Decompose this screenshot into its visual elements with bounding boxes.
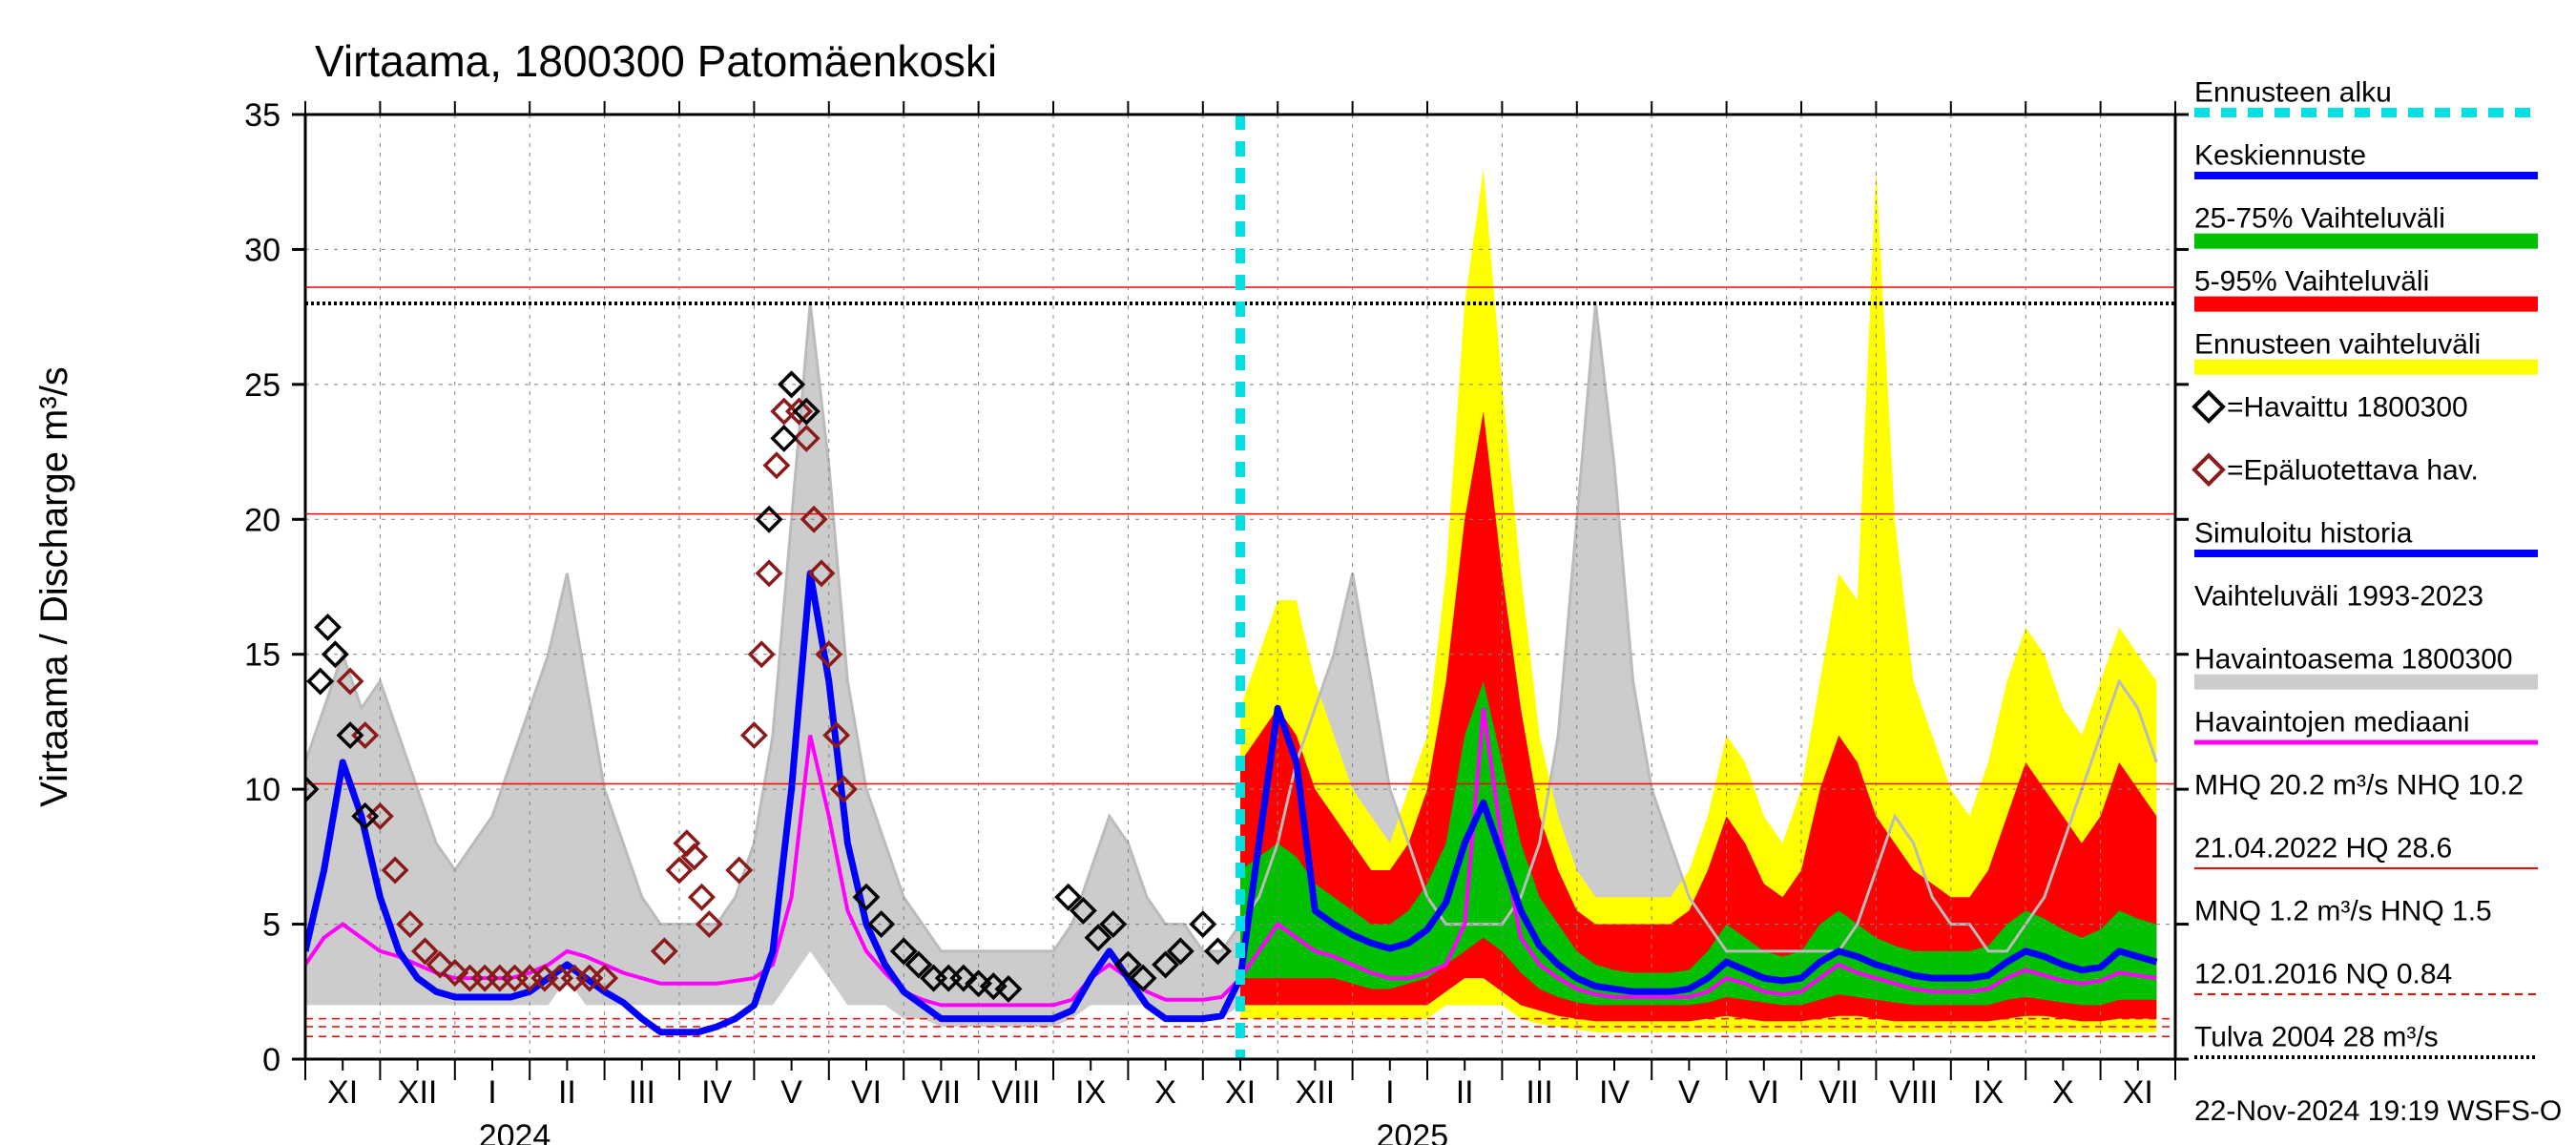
y-tick-label: 20: [244, 502, 280, 538]
x-month-label: I: [1385, 1074, 1394, 1111]
x-month-label: IV: [1599, 1074, 1630, 1111]
y-tick-label: 5: [262, 907, 280, 944]
legend-label: Keskiennuste: [2194, 139, 2366, 171]
legend-label: Ennusteen vaihteluväli: [2194, 328, 2481, 360]
legend-label: 12.01.2016 NQ 0.84: [2194, 958, 2452, 989]
legend-label: Havaintojen mediaani: [2194, 706, 2470, 738]
legend-swatch: [2194, 675, 2538, 690]
x-month-label: X: [1154, 1074, 1176, 1111]
x-month-label: VI: [851, 1074, 882, 1111]
x-month-label: IX: [1075, 1074, 1106, 1111]
y-tick-label: 25: [244, 367, 280, 404]
x-month-label: IX: [1973, 1074, 2004, 1111]
x-month-label: I: [488, 1074, 496, 1111]
chart-svg: 05101520253035XIXIIIIIIIIIVVVIVIIVIIIIXX…: [0, 0, 2576, 1145]
chart-container: 05101520253035XIXIIIIIIIIIVVVIVIIVIIIIXX…: [0, 0, 2576, 1145]
x-month-label: VIII: [991, 1074, 1040, 1111]
legend-swatch: [2194, 234, 2538, 249]
legend-label: 21.04.2022 HQ 28.6: [2194, 832, 2452, 864]
legend-label: Havaintoasema 1800300: [2194, 643, 2513, 675]
y-tick-label: 15: [244, 637, 280, 674]
x-month-label: XII: [1296, 1074, 1336, 1111]
x-month-label: III: [1526, 1074, 1552, 1111]
x-month-label: V: [780, 1074, 802, 1111]
y-tick-label: 0: [262, 1042, 280, 1078]
legend-label: =Havaittu 1800300: [2227, 391, 2468, 423]
x-month-label: XI: [2123, 1074, 2153, 1111]
x-year-label: 2025: [1376, 1118, 1448, 1145]
legend-label: 25-75% Vaihteluväli: [2194, 202, 2445, 234]
y-tick-label: 35: [244, 97, 280, 134]
x-month-label: VII: [1818, 1074, 1859, 1111]
legend-label: Vaihteluväli 1993-2023: [2194, 580, 2483, 612]
x-month-label: VIII: [1889, 1074, 1938, 1111]
x-month-label: XII: [398, 1074, 438, 1111]
x-month-label: II: [558, 1074, 576, 1111]
x-month-label: V: [1678, 1074, 1700, 1111]
x-month-label: X: [2052, 1074, 2074, 1111]
x-month-label: XI: [327, 1074, 358, 1111]
x-month-label: VII: [922, 1074, 962, 1111]
x-month-label: III: [629, 1074, 655, 1111]
footer-text: 22-Nov-2024 19:19 WSFS-O: [2194, 1095, 2562, 1127]
legend-label: MHQ 20.2 m³/s NHQ 10.2: [2194, 769, 2524, 801]
legend-label: Ennusteen alku: [2194, 76, 2392, 108]
legend-swatch: [2194, 297, 2538, 312]
x-year-label: 2024: [479, 1118, 551, 1145]
legend-label: Simuloitu historia: [2194, 517, 2413, 549]
chart-title: Virtaama, 1800300 Patomäenkoski: [315, 36, 997, 86]
x-month-label: VI: [1749, 1074, 1779, 1111]
legend-label: 5-95% Vaihteluväli: [2194, 265, 2429, 297]
y-tick-label: 30: [244, 232, 280, 268]
legend-label: =Epäluotettava hav.: [2227, 454, 2479, 486]
legend-swatch: [2194, 360, 2538, 375]
x-month-label: XI: [1225, 1074, 1256, 1111]
legend-label: MNQ 1.2 m³/s HNQ 1.5: [2194, 895, 2492, 926]
legend-label: Tulva 2004 28 m³/s: [2194, 1021, 2439, 1052]
x-month-label: II: [1456, 1074, 1474, 1111]
x-month-label: IV: [701, 1074, 732, 1111]
y-tick-label: 10: [244, 772, 280, 808]
y-axis-label: Virtaama / Discharge m³/s: [33, 366, 75, 807]
